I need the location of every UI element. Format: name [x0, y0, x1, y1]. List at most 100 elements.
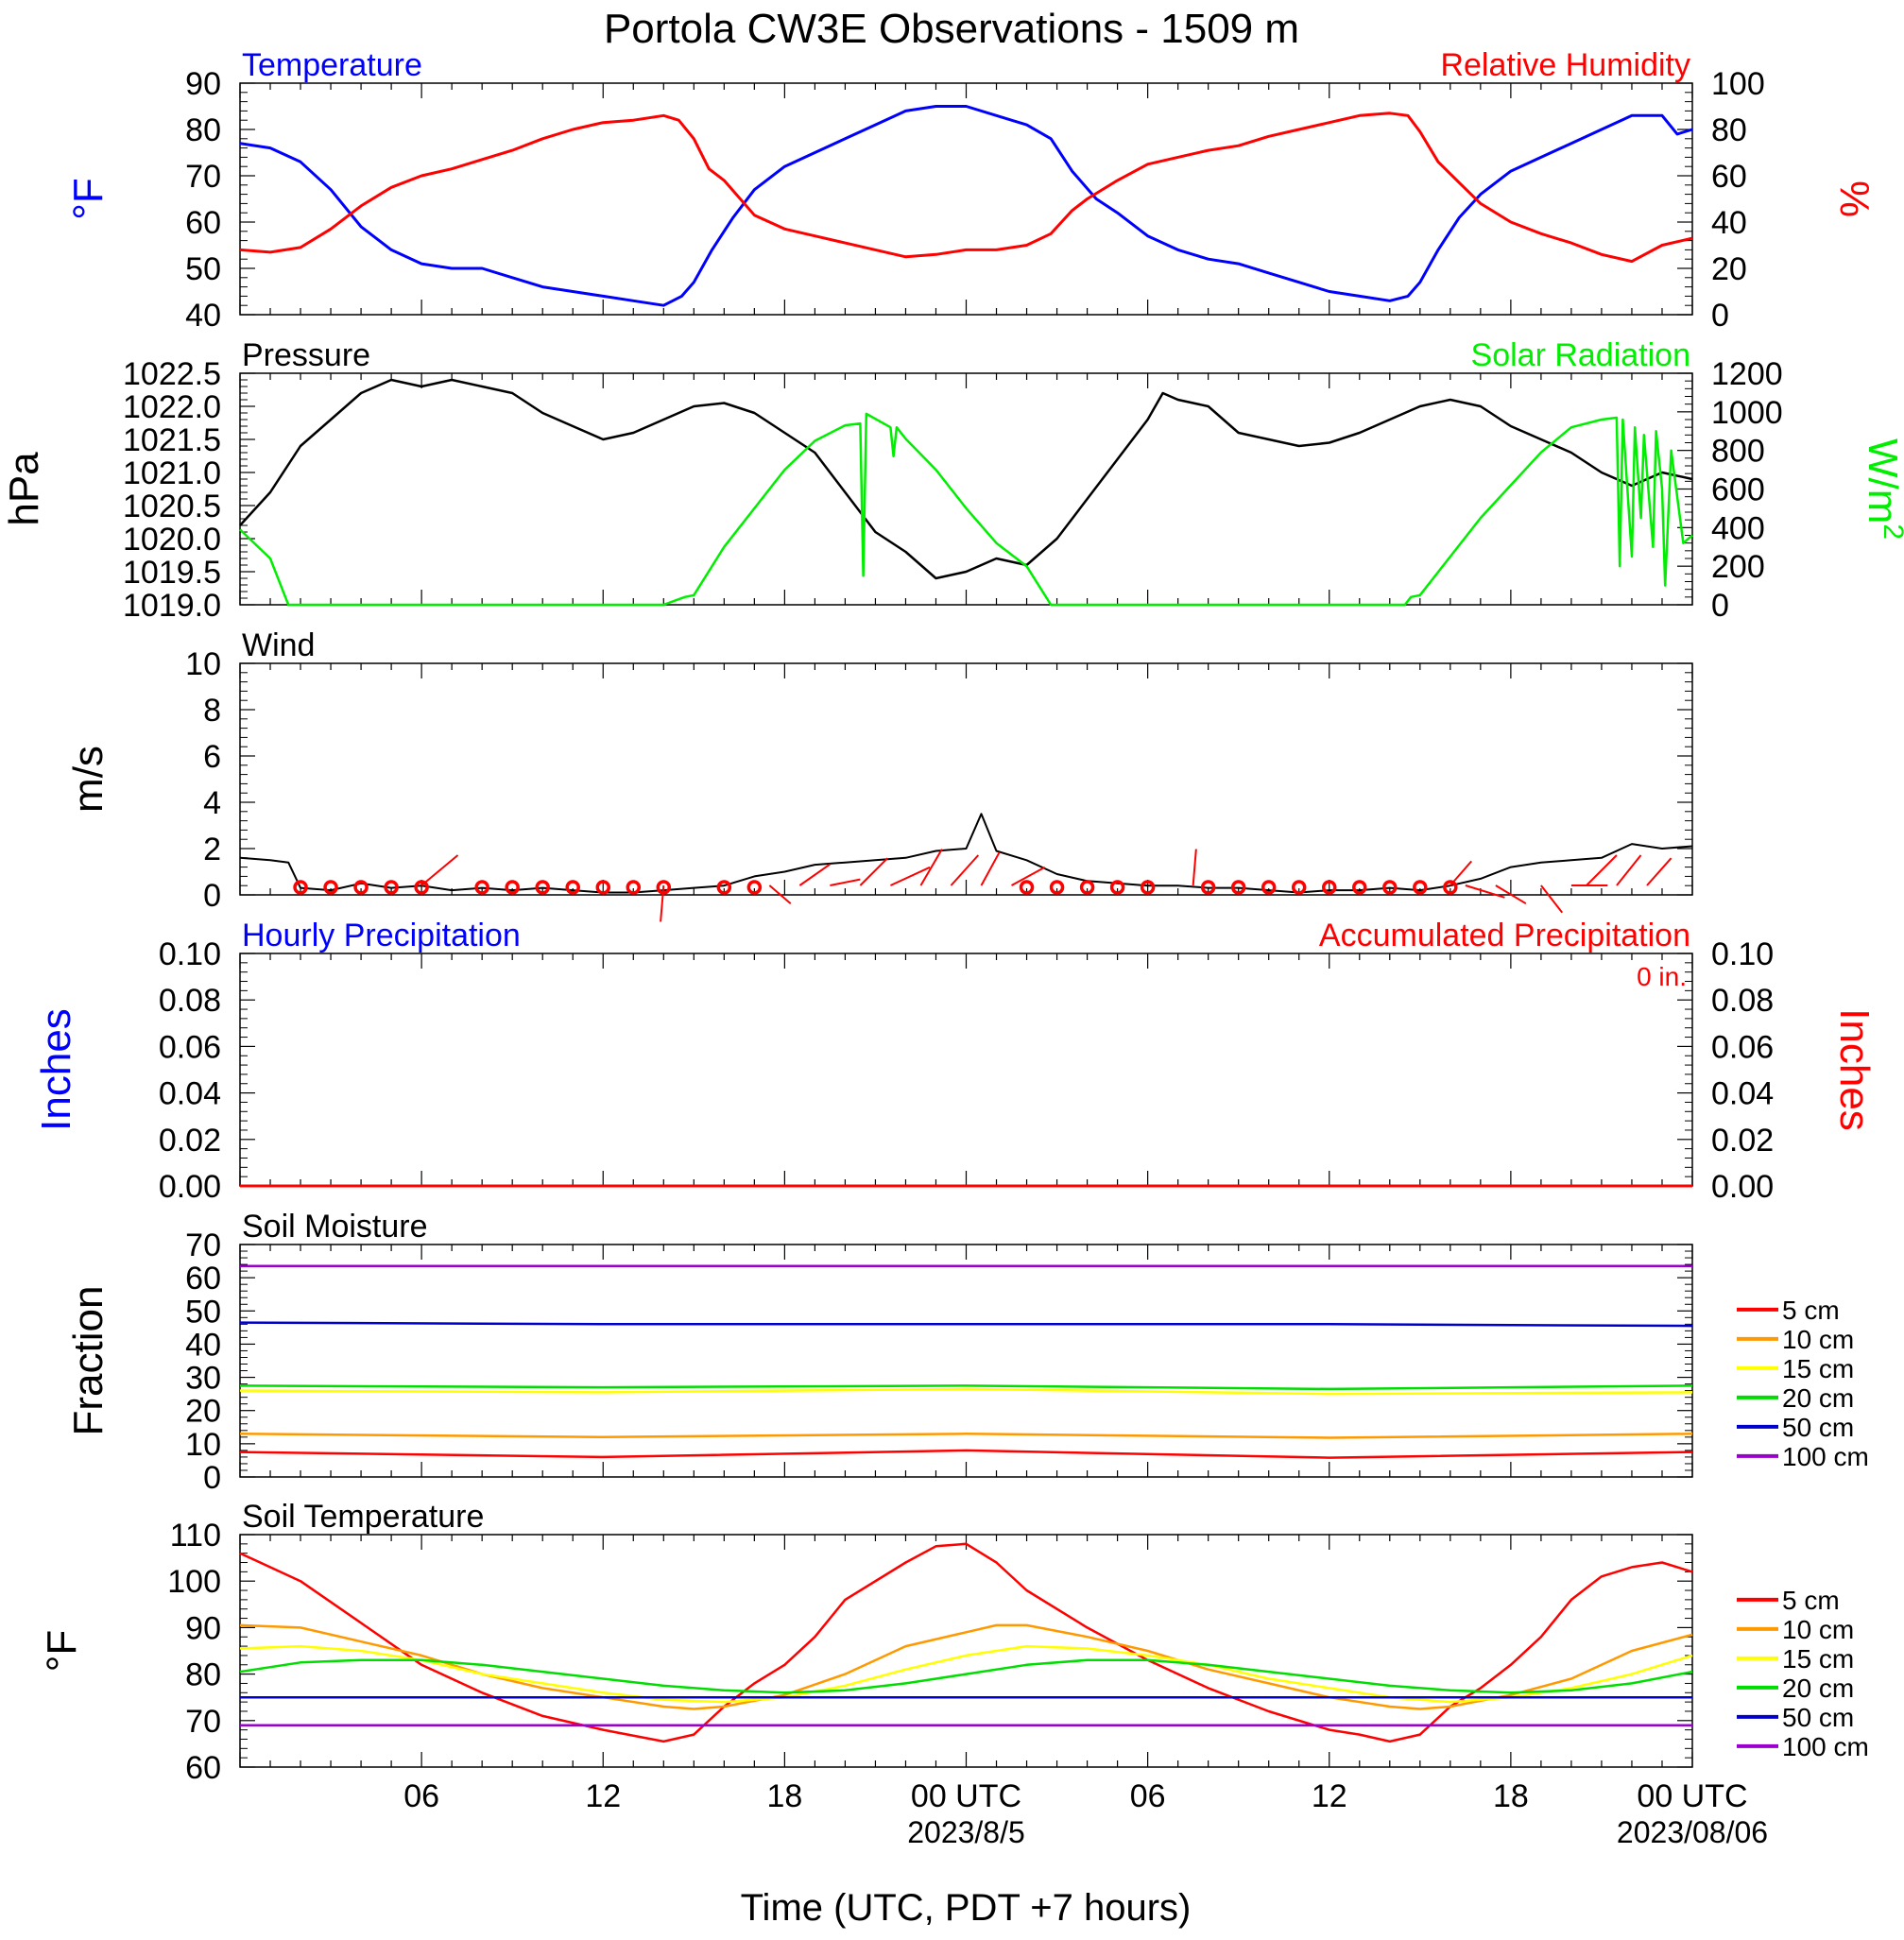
wind-frame [239, 662, 1693, 896]
series-wind-speed [239, 813, 1693, 894]
rh-tick-label: 80 [1711, 112, 1747, 148]
pressure-tick-label: 1021.5 [123, 422, 221, 458]
wind-calm-marker [1109, 880, 1125, 895]
wind-tick-label: 2 [203, 832, 221, 867]
pressure-tick-label: 1022.0 [123, 389, 221, 425]
pressure-tick-label: 1019.5 [123, 555, 221, 591]
wind-calm-marker [1322, 880, 1337, 895]
accum-precip-title: Accumulated Precipitation [1319, 918, 1690, 953]
precip-frame [239, 953, 1693, 1187]
series-soil-moisture-50cm [239, 1321, 1693, 1328]
x-tick-label: 06 [403, 1778, 439, 1814]
soil-moisture-legend-label: 50 cm [1782, 1413, 1854, 1442]
pressure-unit: hPa [1, 452, 47, 526]
soil-temp-legend-label: 5 cm [1782, 1586, 1840, 1615]
soil-moisture-frame [239, 1244, 1693, 1478]
wind-barb [830, 878, 861, 886]
wind-tick-label: 0 [203, 878, 221, 914]
wind-calm-marker [505, 880, 520, 895]
solar-tick-label: 1200 [1711, 356, 1783, 392]
wind-barb [919, 849, 943, 886]
hourly-precip-unit: Inches [33, 1008, 79, 1131]
wind-panel: 0 2 4 6 8 10 Wind m/s [65, 627, 1693, 922]
soil-moisture-tick-label: 70 [185, 1228, 221, 1263]
soil-moisture-tick-label: 20 [185, 1394, 221, 1430]
temp-tick-label: 70 [185, 159, 221, 195]
wind-calm-marker [1019, 880, 1035, 895]
pressure-tick-label: 1021.0 [123, 455, 221, 491]
precip-accum-tick-label: 0.02 [1711, 1123, 1774, 1159]
pressure-tick-label: 1022.5 [123, 356, 221, 392]
soil-moisture-tick-label: 10 [185, 1427, 221, 1463]
x-tick-label: 18 [1493, 1778, 1529, 1814]
wind-tick-label: 10 [185, 646, 221, 682]
temp-tick-label: 90 [185, 66, 221, 102]
wind-title: Wind [242, 627, 315, 663]
solar-title: Solar Radiation [1471, 337, 1690, 373]
wind-calm-marker [1200, 880, 1216, 895]
pressure-solar-frame [239, 372, 1693, 606]
wind-calm-marker [323, 880, 338, 895]
wind-calm-marker [535, 880, 550, 895]
soil-moisture-unit: Fraction [65, 1286, 111, 1436]
rh-tick-label: 40 [1711, 205, 1747, 241]
wind-calm-marker [293, 880, 308, 895]
rh-tick-label: 0 [1711, 298, 1729, 334]
series-temperature [239, 105, 1693, 307]
pressure-tick-label: 1019.0 [123, 588, 221, 624]
precip-hourly-tick-label: 0.00 [159, 1169, 221, 1205]
soil-temp-tick-label: 60 [185, 1750, 221, 1786]
series-soil-temp-10cm [239, 1623, 1693, 1710]
x-tick-label: 12 [1312, 1778, 1347, 1814]
solar-tick-label: 400 [1711, 510, 1765, 546]
x-tick-label: 06 [1130, 1778, 1166, 1814]
wind-barb [1586, 854, 1618, 886]
pressure-solar-panel: 1019.01019.51020.01020.51021.01021.51022… [1, 337, 1904, 624]
wind-calm-marker [384, 880, 399, 895]
wind-barb [1540, 884, 1564, 914]
wind-calm-marker [565, 880, 580, 895]
soil-moisture-legend-label: 10 cm [1782, 1325, 1854, 1354]
series-soil-moisture-10cm [239, 1433, 1693, 1439]
wind-calm-marker [1382, 880, 1398, 895]
x-tick-label: 18 [766, 1778, 802, 1814]
wind-barb [798, 863, 831, 886]
temp-tick-label: 80 [185, 112, 221, 148]
wind-barb [768, 884, 792, 904]
solar-tick-label: 200 [1711, 549, 1765, 585]
solar-unit: W/m2 [1860, 438, 1904, 540]
soil-moisture-legend-label: 100 cm [1782, 1442, 1869, 1471]
precip-accum-tick-label: 0.06 [1711, 1029, 1774, 1065]
accum-precip-unit: Inches [1831, 1008, 1878, 1131]
precip-hourly-tick-label: 0.02 [159, 1123, 221, 1159]
wind-barb [1192, 849, 1197, 886]
series-soil-moisture-20cm [239, 1384, 1693, 1391]
precip-hourly-tick-label: 0.06 [159, 1029, 221, 1065]
precip-hourly-tick-label: 0.04 [159, 1076, 221, 1112]
temp-tick-label: 40 [185, 298, 221, 334]
wind-calm-marker [716, 880, 732, 895]
humidity-unit: % [1831, 180, 1878, 217]
soil-moisture-legend-label: 15 cm [1782, 1354, 1854, 1383]
humidity-title: Relative Humidity [1440, 47, 1690, 83]
solar-tick-label: 600 [1711, 472, 1765, 508]
soil-moisture-legend-label: 5 cm [1782, 1296, 1840, 1325]
series-pressure [239, 378, 1693, 580]
wind-tick-label: 4 [203, 785, 221, 821]
wind-calm-marker [1140, 880, 1156, 895]
wind-barb [420, 854, 459, 886]
rh-tick-label: 20 [1711, 251, 1747, 287]
wind-barb [660, 884, 665, 922]
solar-tick-label: 1000 [1711, 395, 1783, 431]
precip-hourly-tick-label: 0.10 [159, 936, 221, 972]
soil-temp-legend-label: 15 cm [1782, 1644, 1854, 1674]
solar-tick-label: 0 [1711, 588, 1729, 624]
x-date-label: 2023/8/5 [907, 1815, 1025, 1849]
soil-moisture-tick-label: 50 [185, 1294, 221, 1330]
series-soil-temp-5cm [239, 1542, 1693, 1743]
wind-barb [1449, 860, 1472, 886]
temperature-unit: °F [65, 178, 111, 219]
